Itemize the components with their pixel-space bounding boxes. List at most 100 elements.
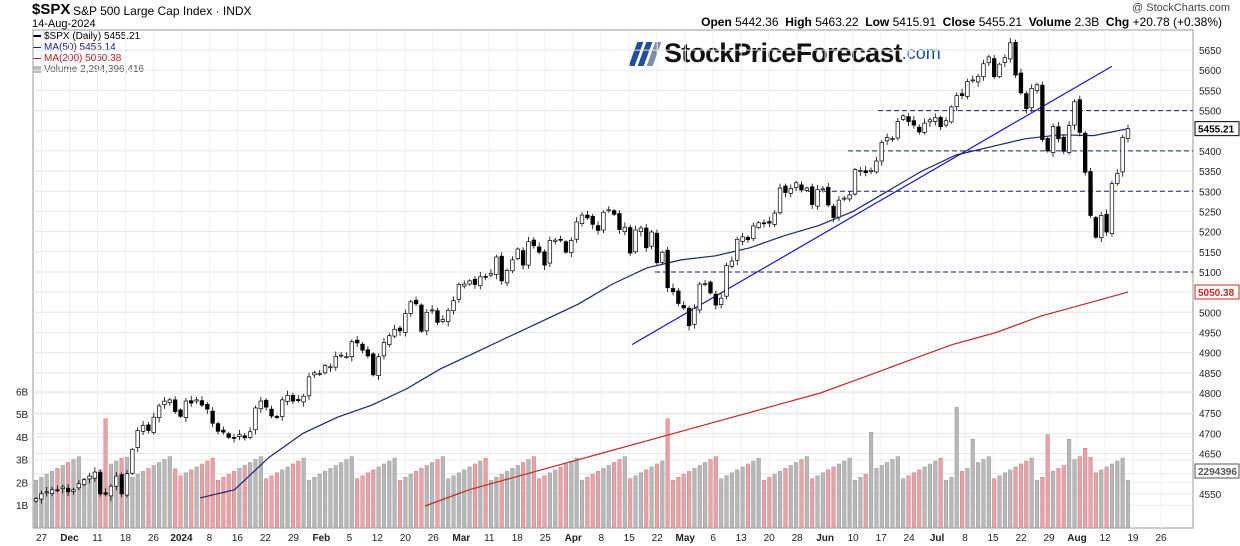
candle-body: [108, 485, 114, 497]
candle-body: [280, 399, 285, 417]
candle-body: [360, 343, 365, 351]
y-tick-label: 5500: [1199, 107, 1222, 118]
volume-bar: [387, 460, 392, 529]
candle-body: [173, 399, 178, 412]
volume-value-label: 2294396: [1198, 467, 1237, 478]
candle-body: [713, 293, 718, 306]
candle-body: [285, 395, 290, 402]
candle-body: [1045, 138, 1050, 152]
volume-bar: [419, 468, 424, 529]
volume-bar: [162, 459, 167, 529]
candle-body: [1066, 125, 1072, 153]
candle-body: [526, 241, 531, 266]
candle-body: [397, 327, 403, 332]
legend-ma50-text: MA(50) 5455.14: [44, 42, 116, 53]
candle-body: [852, 169, 858, 195]
volume-bar: [285, 466, 290, 529]
volume-bar: [869, 432, 874, 529]
candle-body: [1115, 173, 1120, 184]
candle-body: [1077, 99, 1082, 133]
candle-body: [408, 301, 413, 314]
candle-body: [301, 395, 306, 403]
volume-bar: [820, 472, 825, 529]
candle-body: [178, 409, 183, 417]
candle-body: [826, 186, 831, 206]
volume-bar: [954, 407, 959, 529]
volume-bar: [488, 479, 494, 529]
volume-bar: [467, 466, 472, 529]
candle-body: [531, 239, 536, 247]
x-tick-label: 12: [372, 533, 384, 544]
candle-body: [189, 400, 194, 404]
candle-body: [274, 416, 280, 418]
candle-body: [788, 188, 793, 194]
volume-bar: [917, 469, 922, 529]
candle-body: [553, 239, 558, 242]
candle-body: [264, 399, 269, 408]
candle-body: [633, 229, 638, 253]
volume-bar: [1061, 465, 1066, 529]
volume-bar: [397, 479, 403, 529]
candles: [33, 37, 1131, 504]
legend-price: $SPX (Daily) 5455.21: [33, 31, 140, 42]
candle-body: [638, 227, 644, 232]
x-tick-label: 26: [148, 533, 160, 544]
candle-body: [247, 431, 253, 438]
open-label: Open: [701, 15, 732, 29]
candle-body: [1061, 136, 1066, 152]
volume-bar: [831, 466, 836, 529]
candle-body: [71, 489, 76, 492]
volume-bar: [735, 469, 740, 529]
ohlc-summary: Open 5442.36 High 5463.22 Low 5415.91 Cl…: [701, 15, 1222, 29]
volume-bar: [424, 465, 429, 529]
volume-bar: [879, 465, 884, 529]
volume-bar: [660, 460, 665, 529]
candle-body: [772, 212, 777, 225]
candle-body: [628, 227, 633, 254]
volume-bar: [194, 466, 199, 529]
volume-bar: [1093, 472, 1098, 529]
volume-bar: [151, 465, 156, 529]
candle-body: [1120, 136, 1125, 173]
candle-body: [365, 349, 371, 357]
volume-bar: [44, 474, 49, 529]
volume-bar: [414, 471, 419, 529]
volume-bar: [1056, 468, 1061, 529]
candle-body: [82, 479, 87, 485]
candle-body: [820, 188, 826, 191]
volume-bar: [617, 459, 622, 529]
candle-body: [783, 185, 788, 193]
volume-bar: [408, 474, 413, 529]
volume-bar: [146, 468, 151, 529]
candle-body: [119, 474, 124, 495]
volume-tick-label: 5B: [16, 410, 29, 421]
last-price-label-box: [1194, 121, 1240, 137]
volume-tick-label: 3B: [16, 456, 29, 467]
volume-bar: [199, 463, 204, 529]
volume-bar: [253, 459, 258, 529]
candle-body: [949, 106, 954, 123]
candle-body: [563, 241, 569, 253]
exchange-code: INDX: [222, 4, 252, 18]
chg-value: +20.78 (+0.38%): [1132, 15, 1222, 29]
volume-bar: [761, 479, 767, 529]
volume-bar: [328, 468, 333, 529]
volume-bar: [874, 468, 879, 529]
x-tick-label: 17: [876, 533, 888, 544]
candle-body: [199, 400, 205, 406]
candle-body: [890, 138, 895, 140]
y-tick-label: 5350: [1199, 167, 1222, 178]
volume-bar: [274, 472, 279, 529]
volume-bar: [221, 476, 226, 529]
candle-body: [901, 115, 906, 120]
x-tick-label: 10: [848, 533, 860, 544]
volume-bar: [264, 478, 269, 529]
candle-body: [1040, 84, 1045, 140]
candle-body: [413, 299, 419, 305]
volume-bar: [665, 418, 670, 529]
volume-bar: [649, 466, 654, 529]
volume-bar: [494, 476, 499, 529]
candle-body: [44, 491, 49, 494]
volume-bar: [836, 463, 841, 529]
candle-body: [745, 236, 751, 241]
